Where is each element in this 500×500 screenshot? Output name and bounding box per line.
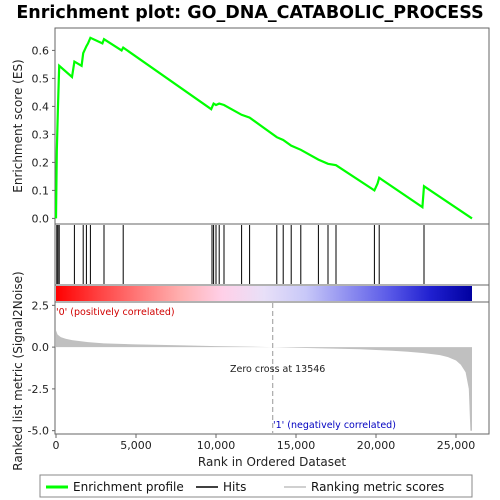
negative-correlation-label: '1' (negatively correlated) — [273, 420, 396, 431]
rank-x-tick-label: 20,000 — [357, 439, 396, 452]
metric-y-tick-label: -2.5 — [28, 383, 49, 396]
positive-correlation-label: '0' (positively correlated) — [56, 307, 175, 318]
legend-box — [39, 474, 473, 498]
metric-y-tick-label: -5.0 — [28, 425, 49, 438]
rank-axis-label: Rank in Ordered Dataset — [198, 455, 346, 469]
rank-x-tick-label: 5,000 — [120, 439, 152, 452]
es-panel-frame — [54, 27, 490, 225]
es-y-tick-label: 0.2 — [32, 156, 50, 169]
metric-y-tick-label: 2.5 — [32, 299, 50, 312]
enrichment-profile-line — [54, 36, 473, 220]
es-y-tick-label: 0.0 — [32, 212, 50, 225]
es-axis-label: Enrichment score (ES) — [11, 59, 25, 192]
legend-label: Enrichment profile — [73, 480, 184, 494]
zero-cross-label: Zero cross at 13546 — [230, 364, 325, 375]
hits-track — [56, 225, 425, 284]
chart-title: Enrichment plot: GO_DNA_CATABOLIC_PROCES… — [16, 3, 483, 23]
metric-panel-frame — [54, 301, 490, 435]
ranking-color-bar — [56, 286, 472, 301]
legend: Enrichment profile Hits Ranking metric sco… — [46, 480, 444, 494]
rank-x-tick-label: 10,000 — [197, 439, 236, 452]
es-y-tick-label: 0.5 — [32, 72, 50, 85]
es-y-tick-label: 0.3 — [32, 128, 50, 141]
es-y-axis: 0.0 0.1 0.2 0.3 0.4 0.5 0.6 — [32, 44, 55, 225]
metric-y-tick-label: 0.0 — [32, 341, 50, 354]
legend-label: Ranking metric scores — [311, 480, 444, 494]
rank-x-tick-label: 0 — [53, 439, 60, 452]
metric-y-axis: 2.5 0.0 -2.5 -5.0 — [28, 299, 55, 438]
es-y-tick-label: 0.6 — [32, 44, 50, 57]
rank-x-tick-label: 25,000 — [437, 439, 476, 452]
rank-x-tick-label: 15,000 — [277, 439, 316, 452]
rank-x-axis: 0 5,000 10,000 15,000 20,000 25,000 — [53, 434, 476, 452]
hits-panel-frame — [54, 223, 490, 286]
metric-axis-label: Ranked list metric (Signal2Noise) — [11, 271, 25, 470]
es-y-tick-label: 0.1 — [32, 184, 50, 197]
legend-label: Hits — [223, 480, 246, 494]
es-y-tick-label: 0.4 — [32, 100, 50, 113]
